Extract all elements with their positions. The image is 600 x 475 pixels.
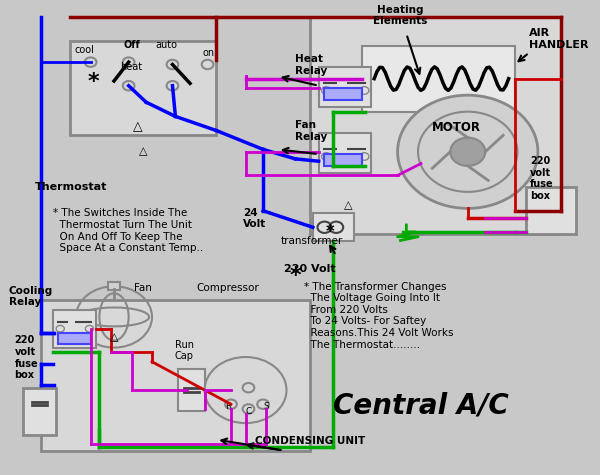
Bar <box>41 300 310 451</box>
Text: cool: cool <box>75 45 95 55</box>
Text: transformer: transformer <box>281 236 343 246</box>
Text: Cooling
Relay: Cooling Relay <box>9 285 53 307</box>
Bar <box>319 67 371 107</box>
Text: Compressor: Compressor <box>197 283 259 293</box>
Text: *: * <box>326 223 335 241</box>
Text: △: △ <box>139 146 148 156</box>
Bar <box>526 187 576 234</box>
Text: Heating
Elements: Heating Elements <box>373 5 428 27</box>
Bar <box>313 213 354 241</box>
Bar <box>58 333 91 344</box>
Text: 24
Volt: 24 Volt <box>242 208 266 229</box>
Text: 220 Volt: 220 Volt <box>284 264 335 274</box>
Bar <box>319 133 371 173</box>
Text: Thermostat: Thermostat <box>35 181 107 191</box>
Text: *: * <box>88 72 100 92</box>
Text: R: R <box>225 402 231 411</box>
Circle shape <box>205 357 286 423</box>
Text: AIR
HANDLER: AIR HANDLER <box>529 28 589 50</box>
Text: 220
volt
fuse
box: 220 volt fuse box <box>530 156 554 201</box>
Text: heat: heat <box>121 62 143 72</box>
Bar <box>70 41 217 135</box>
Circle shape <box>398 95 538 209</box>
Text: * The Transformer Changes
  The Voltage Going Into It
  From 220 Volts
  To 24 V: * The Transformer Changes The Voltage Go… <box>304 282 454 350</box>
Text: auto: auto <box>155 40 178 50</box>
Text: △: △ <box>110 332 118 342</box>
Bar <box>108 283 120 290</box>
Bar <box>53 310 97 348</box>
Bar <box>362 46 515 112</box>
Text: △: △ <box>344 200 352 210</box>
Text: on: on <box>203 48 215 58</box>
Text: *: * <box>289 266 301 285</box>
Text: Central A/C: Central A/C <box>333 392 509 419</box>
Bar <box>310 17 561 234</box>
Text: 220
volt
fuse
box: 220 volt fuse box <box>14 335 38 380</box>
Text: Off: Off <box>123 40 140 50</box>
Bar <box>178 369 205 411</box>
Bar <box>23 388 56 435</box>
Text: S: S <box>263 402 269 411</box>
Text: Fan
Relay: Fan Relay <box>295 120 328 142</box>
Text: Run
Cap: Run Cap <box>175 340 194 361</box>
Text: △: △ <box>133 121 142 133</box>
Text: Fan: Fan <box>134 283 152 293</box>
Text: Heat
Relay: Heat Relay <box>295 54 328 76</box>
Bar <box>325 154 362 166</box>
Text: * The Switches Inside The
  Thermostat Turn The Unit
  On And Off To Keep The
  : * The Switches Inside The Thermostat Tur… <box>53 209 203 253</box>
Circle shape <box>450 138 485 166</box>
Text: CONDENSING UNIT: CONDENSING UNIT <box>255 437 365 446</box>
Text: MOTOR: MOTOR <box>431 121 481 133</box>
Bar <box>325 88 362 100</box>
Text: C: C <box>245 407 251 416</box>
